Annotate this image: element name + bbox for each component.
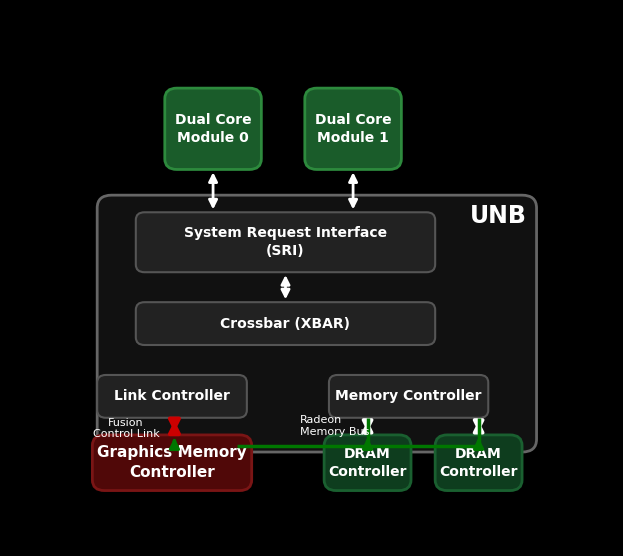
Text: Crossbar (XBAR): Crossbar (XBAR)	[221, 316, 351, 331]
Text: Fusion
Control Link: Fusion Control Link	[93, 418, 159, 439]
FancyBboxPatch shape	[435, 435, 522, 490]
FancyBboxPatch shape	[305, 88, 401, 170]
Text: UNB: UNB	[470, 203, 527, 228]
FancyBboxPatch shape	[97, 375, 247, 418]
FancyArrowPatch shape	[475, 441, 482, 449]
FancyBboxPatch shape	[324, 435, 411, 490]
FancyArrowPatch shape	[209, 175, 217, 206]
Text: System Request Interface
(SRI): System Request Interface (SRI)	[184, 226, 387, 259]
FancyArrowPatch shape	[475, 420, 483, 433]
FancyBboxPatch shape	[164, 88, 262, 170]
FancyBboxPatch shape	[97, 195, 536, 452]
Text: Memory Controller: Memory Controller	[335, 389, 482, 403]
FancyArrowPatch shape	[171, 441, 178, 449]
FancyArrowPatch shape	[170, 419, 179, 434]
FancyBboxPatch shape	[136, 302, 435, 345]
Text: DRAM
Controller: DRAM Controller	[328, 446, 407, 479]
FancyBboxPatch shape	[136, 212, 435, 272]
Text: Dual Core
Module 0: Dual Core Module 0	[175, 113, 251, 145]
FancyArrowPatch shape	[364, 441, 371, 449]
Text: DRAM
Controller: DRAM Controller	[439, 446, 518, 479]
Text: Dual Core
Module 1: Dual Core Module 1	[315, 113, 391, 145]
FancyBboxPatch shape	[92, 435, 252, 490]
FancyArrowPatch shape	[363, 420, 372, 433]
FancyBboxPatch shape	[329, 375, 488, 418]
Text: Graphics Memory
Controller: Graphics Memory Controller	[97, 445, 247, 480]
FancyArrowPatch shape	[282, 278, 289, 296]
Text: Radeon
Memory Bus: Radeon Memory Bus	[300, 415, 369, 437]
FancyArrowPatch shape	[350, 175, 357, 206]
Text: Link Controller: Link Controller	[114, 389, 230, 403]
